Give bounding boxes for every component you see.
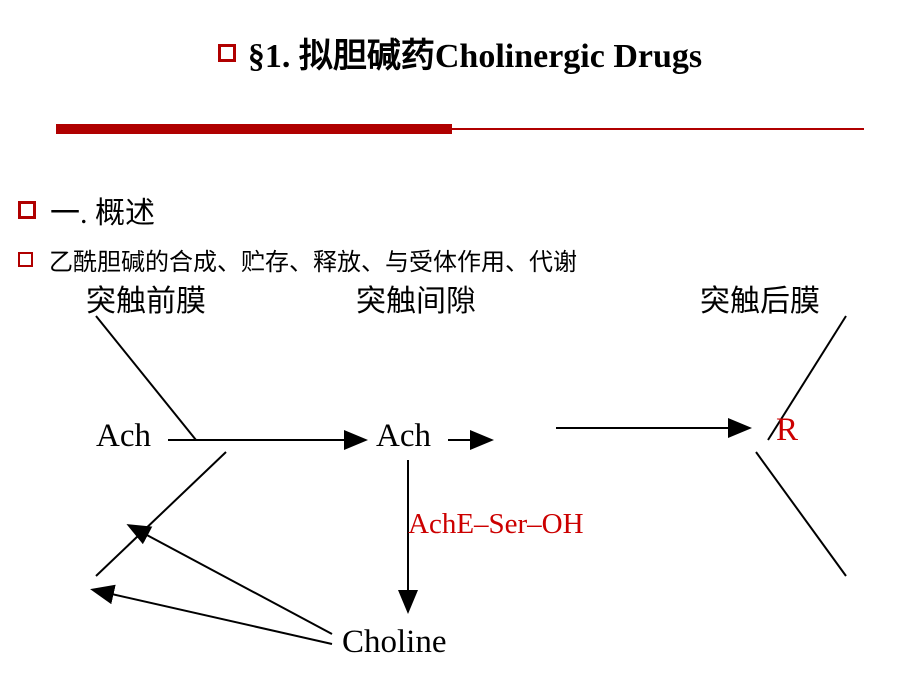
title-section-prefix: §1. (248, 38, 299, 75)
bullet-square-icon (18, 201, 36, 219)
list-item-1-text: 一. 概述 (50, 188, 155, 232)
divider-thin (452, 128, 864, 130)
list-item-1: 一. 概述 (18, 188, 577, 232)
node-enzyme: AchE–Ser–OH (408, 508, 584, 541)
title-cn: 拟胆碱药 (299, 38, 435, 75)
slide: §1. 拟胆碱药Cholinergic Drugs 一. 概述 乙酰胆碱的合成、… (0, 0, 920, 690)
list-item-2-text: 乙酰胆碱的合成、贮存、释放、与受体作用、代谢 (49, 242, 577, 277)
bullet-square-icon (18, 252, 33, 267)
body-list: 一. 概述 乙酰胆碱的合成、贮存、释放、与受体作用、代谢 (18, 188, 577, 277)
node-receptor: R (776, 412, 798, 449)
divider-thick (56, 124, 452, 134)
list-item-2: 乙酰胆碱的合成、贮存、释放、与受体作用、代谢 (18, 242, 577, 277)
divider-rule (56, 124, 864, 136)
node-choline: Choline (342, 624, 447, 661)
title-en: Cholinergic Drugs (435, 38, 702, 75)
node-ach-pre: Ach (96, 418, 151, 455)
diagram-svg (0, 300, 920, 690)
bullet-square-icon (218, 44, 236, 62)
title-text: §1. 拟胆碱药Cholinergic Drugs (248, 38, 702, 75)
node-ach-gap: Ach (376, 418, 431, 455)
slide-title: §1. 拟胆碱药Cholinergic Drugs (0, 28, 920, 77)
synapse-diagram: Ach Ach R AchE–Ser–OH Choline (0, 300, 920, 690)
